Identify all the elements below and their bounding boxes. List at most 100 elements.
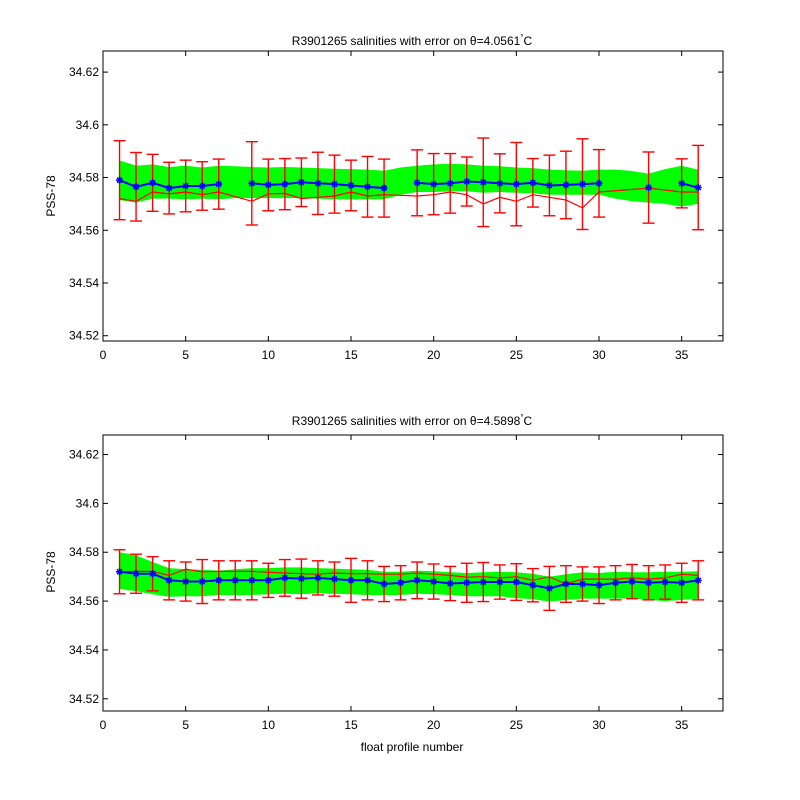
top-xtick-label: 35 bbox=[675, 348, 689, 362]
bottom-salinity-point bbox=[463, 579, 471, 587]
bottom-salinity-point bbox=[397, 579, 405, 587]
bottom-xtick-label: 30 bbox=[592, 718, 606, 732]
bottom-salinity-point bbox=[529, 581, 537, 589]
top-salinity-point bbox=[562, 181, 570, 189]
top-salinity-point bbox=[330, 180, 338, 188]
bottom-salinity-point bbox=[595, 581, 603, 589]
bottom-ytick-label: 34.52 bbox=[69, 692, 99, 706]
bottom-xtick-label: 20 bbox=[427, 718, 441, 732]
bottom-salinity-point bbox=[496, 578, 504, 586]
bottom-salinity-point bbox=[149, 570, 157, 578]
bottom-salinity-point bbox=[545, 584, 553, 592]
bottom-chart: R3901265 salinities with error on θ=4.58… bbox=[44, 413, 724, 754]
top-plot-area: 0 5 10 15 20 25 30 35 34.52 34.54 34.56 34.58 34.6 34… bbox=[69, 50, 724, 362]
top-xtick-label: 20 bbox=[427, 348, 441, 362]
top-salinity-point bbox=[545, 181, 553, 189]
top-salinity-point bbox=[116, 176, 124, 184]
bottom-salinity-point bbox=[413, 576, 421, 584]
bottom-salinity-point bbox=[479, 578, 487, 586]
top-ytick-label: 34.56 bbox=[69, 223, 99, 237]
top-salinity-point bbox=[198, 182, 206, 190]
bottom-salinity-point bbox=[297, 575, 305, 583]
bottom-ytick-label: 34.54 bbox=[69, 643, 99, 657]
top-salinity-point bbox=[297, 178, 305, 186]
bottom-salinity-point bbox=[430, 578, 438, 586]
top-chart-ylabel: PSS-78 bbox=[44, 175, 58, 217]
bottom-salinity-point bbox=[347, 576, 355, 584]
top-salinity-point bbox=[314, 179, 322, 187]
top-salinity-point bbox=[364, 183, 372, 191]
top-ytick-label: 34.52 bbox=[69, 329, 99, 343]
bottom-salinity-point bbox=[364, 576, 372, 584]
bottom-salinity-point bbox=[661, 578, 669, 586]
bottom-xtick-label: 10 bbox=[262, 718, 276, 732]
top-ytick-label: 34.58 bbox=[69, 171, 99, 185]
top-salinity-point bbox=[496, 179, 504, 187]
bottom-ytick-label: 34.58 bbox=[69, 545, 99, 559]
top-salinity-point bbox=[413, 179, 421, 187]
top-salinity-point bbox=[165, 184, 173, 192]
top-salinity-point bbox=[215, 180, 223, 188]
top-xtick-label: 25 bbox=[510, 348, 524, 362]
bottom-salinity-point bbox=[116, 568, 124, 576]
top-salinity-point bbox=[512, 180, 520, 188]
top-salinity-point bbox=[529, 179, 537, 187]
bottom-xtick-label: 25 bbox=[510, 718, 524, 732]
top-salinity-point bbox=[694, 184, 702, 192]
top-ytick-label: 34.62 bbox=[69, 65, 99, 79]
bottom-original-salinity-line bbox=[119, 568, 699, 585]
bottom-salinity-point bbox=[628, 578, 636, 586]
top-salinity-point bbox=[182, 182, 190, 190]
bottom-chart-title: R3901265 salinities with error on θ=4.58… bbox=[292, 413, 533, 428]
top-salinity-point bbox=[132, 183, 140, 191]
bottom-salinity-point bbox=[215, 576, 223, 584]
bottom-salinity-point bbox=[231, 576, 239, 584]
top-salinity-point bbox=[430, 180, 438, 188]
top-salinity-point bbox=[380, 184, 388, 192]
top-salinity-point bbox=[479, 178, 487, 186]
top-chart: R3901265 salinities with error on θ=4.05… bbox=[44, 33, 724, 362]
bottom-ytick-label: 34.6 bbox=[76, 496, 100, 510]
bottom-chart-ylabel: PSS-78 bbox=[44, 551, 58, 593]
top-salinity-point bbox=[463, 178, 471, 185]
top-salinity-point bbox=[595, 179, 603, 187]
bottom-salinity-point bbox=[645, 579, 653, 587]
bottom-salinity-point bbox=[281, 574, 289, 582]
bottom-salinity-point bbox=[248, 576, 256, 584]
top-xtick-label: 0 bbox=[100, 348, 107, 362]
bottom-chart-xlabel: float profile number bbox=[361, 740, 464, 754]
bottom-plot-area: 0 5 10 15 20 25 30 35 34.52 34.54 34.56 34.58 34.6 34… bbox=[69, 434, 724, 732]
top-xtick-label: 10 bbox=[262, 348, 276, 362]
top-salinity-point bbox=[678, 179, 686, 187]
top-ytick-label: 34.54 bbox=[69, 276, 99, 290]
bottom-salinity-point bbox=[182, 578, 190, 586]
bottom-xtick-label: 0 bbox=[100, 718, 107, 732]
top-xtick-label: 15 bbox=[344, 348, 358, 362]
bottom-salinity-point bbox=[132, 570, 140, 578]
bottom-salinity-point bbox=[314, 574, 322, 582]
bottom-ytick-label: 34.56 bbox=[69, 594, 99, 608]
bottom-mapping-error-band bbox=[119, 552, 699, 602]
top-ytick-label: 34.6 bbox=[76, 118, 100, 132]
bottom-ytick-label: 34.62 bbox=[69, 448, 99, 462]
top-salinity-point bbox=[264, 181, 272, 189]
top-mapping-error-band bbox=[119, 160, 699, 207]
bottom-salinity-point bbox=[512, 578, 520, 586]
top-salinity-point bbox=[281, 180, 289, 188]
top-xtick-label: 5 bbox=[182, 348, 189, 362]
top-salinity-point bbox=[149, 179, 157, 187]
top-salinity-point bbox=[347, 181, 355, 189]
bottom-salinity-point bbox=[578, 580, 586, 588]
bottom-salinity-point bbox=[264, 576, 272, 584]
top-salinity-point bbox=[645, 184, 653, 192]
bottom-salinity-point bbox=[165, 576, 173, 584]
top-xtick-label: 30 bbox=[592, 348, 606, 362]
bottom-salinity-point bbox=[612, 579, 620, 587]
top-salinity-point bbox=[248, 179, 256, 187]
bottom-xtick-label: 15 bbox=[344, 718, 358, 732]
bottom-salinity-point bbox=[380, 580, 388, 588]
bottom-salinity-point bbox=[446, 580, 454, 588]
top-salinity-point bbox=[446, 179, 454, 187]
bottom-salinity-point bbox=[678, 579, 686, 587]
